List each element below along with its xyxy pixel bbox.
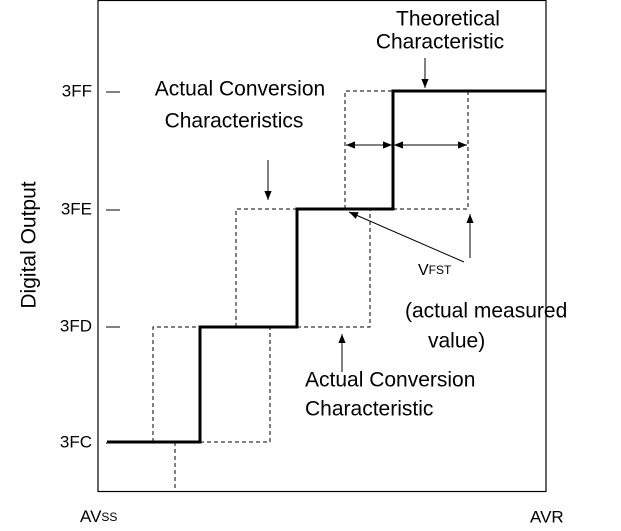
annotation: VFST <box>418 262 452 279</box>
theoretical-staircase <box>107 89 546 444</box>
arrows <box>264 58 474 372</box>
y-label: 3FF <box>62 81 92 100</box>
annotation: Characteristic <box>305 398 433 421</box>
x-label: AVSS <box>80 507 117 526</box>
annotation: Actual Conversion <box>155 78 325 101</box>
ticks <box>106 91 120 444</box>
annotation: (actual measured <box>405 300 567 323</box>
y-axis-label: Digital Output <box>18 181 41 308</box>
y-label: 3FE <box>61 199 92 218</box>
annotation: Actual Conversion <box>305 369 475 392</box>
frame <box>97 0 547 493</box>
annotation: Characteristics <box>165 110 304 133</box>
y-label: 3FC <box>60 432 92 451</box>
y-label: 3FD <box>60 316 92 335</box>
x-label: AVR <box>530 507 564 526</box>
annotation: Characteristic <box>376 31 504 54</box>
annotation: value) <box>428 330 485 353</box>
dashed-actual <box>152 90 469 491</box>
annotation: Theoretical <box>396 8 500 31</box>
